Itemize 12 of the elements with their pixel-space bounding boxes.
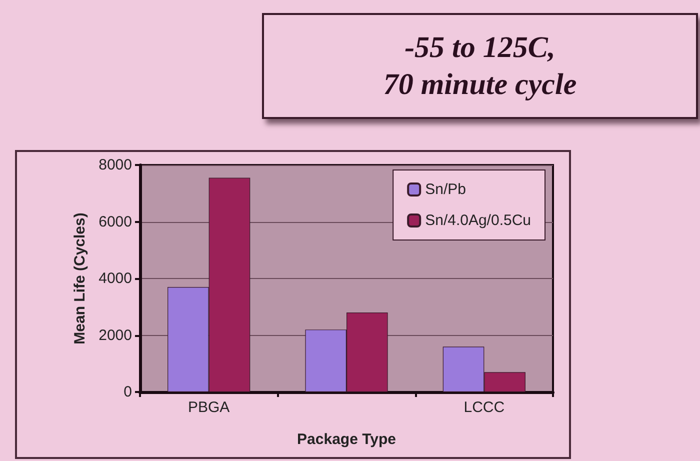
legend-label: Sn/4.0Ag/0.5Cu: [425, 212, 532, 229]
legend-label: Sn/Pb: [425, 181, 466, 198]
y-tick-label: 6000: [98, 213, 132, 230]
x-tick-label: PBGA: [188, 399, 230, 416]
y-axis-title: Mean Life (Cycles): [72, 212, 89, 344]
y-tick-label: 0: [124, 384, 132, 400]
chart-title: -55 to 125C, 70 minute cycle: [262, 13, 698, 119]
y-tick-label: 2000: [98, 326, 132, 344]
x-tick-label: LCCC: [464, 399, 505, 416]
y-tick-label: 8000: [98, 156, 132, 174]
x-axis-title: Package Type: [297, 431, 396, 448]
y-tick-label: 4000: [98, 270, 132, 287]
